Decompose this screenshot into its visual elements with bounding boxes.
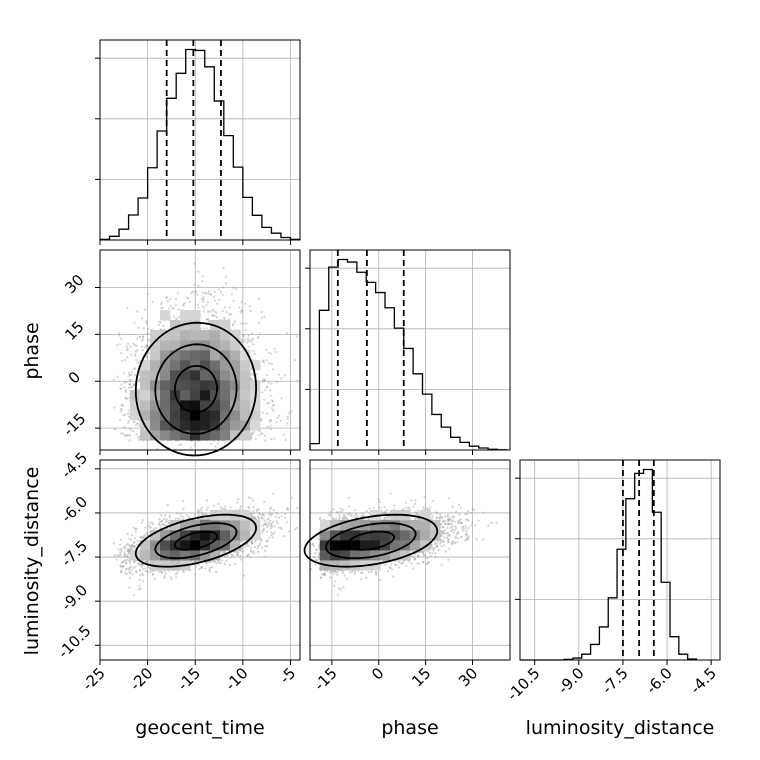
x-tick-label-phase: 30 [455,664,481,690]
contour-level-3 [134,513,258,568]
panel-2d-geocent-time-vs-luminosity-distance: -10.5 -9.0 -7.5 -6.0 -4.5 -25 -20 -15 -10 -5 [54,449,301,694]
contour-level-3 [134,321,258,457]
y-tick-label-luminosity-distance: -6.0 [58,493,91,526]
x-tick-label-phase: 15 [408,664,434,690]
panel-hist-phase [305,249,511,455]
contour-level-2 [154,343,238,435]
panel-background [100,40,300,240]
x-tick-label-phase: 0 [368,664,387,683]
panel-2d-phase-vs-luminosity-distance: -15 0 15 30 [303,459,511,694]
histogram-step [520,468,698,661]
y-tick-label-phase: 30 [61,271,87,297]
contour-level-1 [174,364,218,414]
x-axis-label-luminosity-distance: luminosity_distance [526,717,715,739]
y-tick-label-luminosity-distance: -4.5 [58,449,91,482]
x-tick-label-luminosity-distance: -9.0 [554,664,587,697]
panel-frame [519,459,721,661]
panel-frame [99,249,301,451]
panel-2d-geocent-time-vs-phase: -15 0 15 30 [59,249,301,457]
x-tick-label-geocent-time: -20 [126,664,156,694]
x-tick-label-luminosity-distance: -10.5 [503,664,543,704]
histogram-step [309,258,508,451]
panel-frame [309,249,511,451]
x-tick-label-luminosity-distance: -7.5 [598,664,631,697]
panel-frame [99,459,301,661]
x-axis-label-geocent-time: geocent_time [135,717,264,739]
x-tick-label-luminosity-distance: -4.5 [687,664,720,697]
panel-background [310,250,510,450]
y-tick-label-phase: -15 [59,410,89,440]
panel-background [520,460,720,660]
x-tick-label-geocent-time: -25 [79,664,109,694]
contour-level-1 [346,530,396,551]
y-tick-label-phase: 0 [65,368,84,387]
panel-hist-geocent-time [95,39,301,245]
x-tick-label-geocent-time: -15 [174,664,204,694]
y-tick-label-luminosity-distance: -10.5 [54,622,94,662]
y-tick-label-phase: 15 [61,318,87,344]
x-tick-label-luminosity-distance: -6.0 [642,664,675,697]
x-axis-label-phase: phase [381,717,438,739]
contour-level-2 [154,522,238,560]
contour-level-1 [173,530,218,551]
panel-frame [99,39,301,241]
panel-frame [309,459,511,661]
histogram-step [99,48,301,241]
y-axis-label-luminosity-distance: luminosity_distance [21,467,43,656]
contour-level-3 [303,513,439,568]
y-tick-label-luminosity-distance: -7.5 [58,537,91,570]
contour-level-2 [325,522,417,560]
panel-hist-luminosity-distance: -10.5 -9.0 -7.5 -6.0 -4.5 [503,459,721,704]
x-tick-label-geocent-time: -5 [276,664,299,687]
x-tick-label-phase: -15 [311,664,341,694]
y-axis-label-phase: phase [21,322,43,379]
x-tick-label-geocent-time: -10 [222,664,252,694]
y-tick-label-luminosity-distance: -9.0 [58,581,91,614]
